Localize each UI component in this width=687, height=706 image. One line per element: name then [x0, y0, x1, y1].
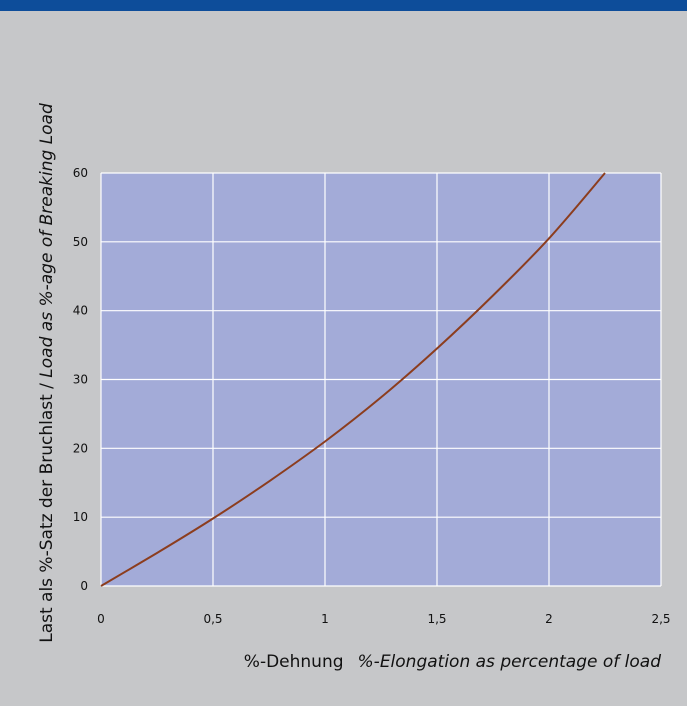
x-axis-title-de: %-Dehnung: [244, 652, 344, 672]
x-axis-title: %-Dehnung %-Elongation as percentage of l…: [244, 652, 661, 672]
y-axis-title-en: Load as %-age of Breaking Load: [37, 103, 57, 378]
y-tick-label: 0: [80, 579, 88, 593]
y-axis-title: Last als %-Satz der Bruchlast / Load as …: [37, 103, 57, 643]
y-tick-label: 50: [73, 235, 88, 249]
x-tick-label: 1,5: [427, 612, 446, 626]
x-tick-label: 2,5: [651, 612, 670, 626]
x-tick-label: 0,5: [203, 612, 222, 626]
y-tick-label: 60: [73, 166, 88, 180]
header-bar: [0, 0, 687, 11]
x-tick-label: 1: [321, 612, 329, 626]
y-axis-title-de: Last als %-Satz der Bruchlast /: [37, 378, 57, 643]
y-tick-label: 10: [73, 510, 88, 524]
y-tick-label: 20: [73, 441, 88, 455]
x-tick-label: 0: [97, 612, 105, 626]
y-tick-labels: 0 10 20 30 40 50 60: [73, 166, 88, 593]
grid: [100, 172, 662, 587]
x-tick-labels: 0 0,5 1 1,5 2 2,5: [97, 612, 670, 626]
load-elongation-curve: [100, 172, 606, 587]
x-tick-label: 2: [545, 612, 553, 626]
y-tick-label: 40: [73, 304, 88, 318]
x-axis-title-en: %-Elongation as percentage of load: [358, 652, 662, 672]
y-tick-label: 30: [73, 373, 88, 387]
